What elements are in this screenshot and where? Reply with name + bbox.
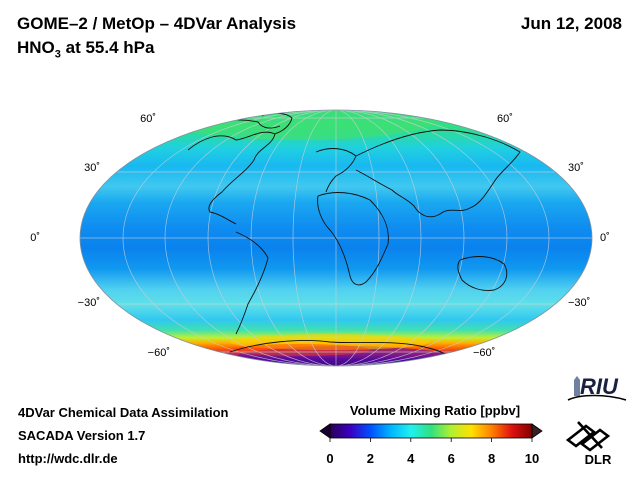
europe-coast <box>315 148 357 193</box>
lat-label-60s-left: −60˚ <box>148 347 170 359</box>
map-field <box>80 110 592 366</box>
riu-swoosh-icon <box>567 394 627 401</box>
map-subtitle: HNO3 at 55.4 hPa <box>17 38 154 60</box>
colorbar-tick-label: 4 <box>407 451 415 466</box>
lat-label-30s-right: −30˚ <box>568 297 590 309</box>
colorbar-tick-label: 2 <box>366 451 375 466</box>
colorbar-title: Volume Mixing Ratio [ppbv] <box>349 403 521 418</box>
pressure-level: at 55.4 hPa <box>60 38 155 57</box>
species-subscript: 3 <box>54 48 61 61</box>
species-name: HNO <box>17 38 55 57</box>
meridian-30 <box>292 110 380 366</box>
colorbar-max-arrow <box>531 423 543 439</box>
lat-label-30n-left: 30˚ <box>84 162 100 174</box>
lat-label-60n-left: 60˚ <box>140 113 156 125</box>
lat-label-0-right: 0˚ <box>600 232 610 244</box>
footer-line-1: 4DVar Chemical Data Assimilation <box>18 405 229 420</box>
colorbar-tick-label: 10 <box>524 451 540 466</box>
meridian-60 <box>250 110 422 366</box>
meridian-90 <box>207 110 465 366</box>
colorbar-min-arrow <box>319 423 331 439</box>
meridian-150 <box>122 110 550 366</box>
lat-label-60s-right: −60˚ <box>473 347 495 359</box>
australia-coast <box>457 256 508 291</box>
south-polar-low <box>225 346 465 366</box>
dlr-emblem-icon <box>565 421 611 452</box>
coastlines <box>187 112 521 363</box>
lat-label-0-left: 0˚ <box>30 232 40 244</box>
north-america-coast <box>187 131 276 225</box>
lat-label-30n-right: 30˚ <box>568 162 584 174</box>
footer-url[interactable]: http://wdc.dlr.de <box>18 451 118 466</box>
antarctica-coast <box>229 340 457 363</box>
riu-logo: RIU <box>567 374 627 401</box>
lat-label-30s-left: −30˚ <box>78 297 100 309</box>
south-collar-peak <box>230 344 370 356</box>
meridian-120 <box>164 110 508 366</box>
south-america-coast <box>235 231 269 335</box>
colorbar-tick-label: 8 <box>487 451 496 466</box>
africa-coast <box>317 192 389 286</box>
colorbar-tick-label: 0 <box>326 451 334 466</box>
analysis-date: Jun 12, 2008 <box>520 14 622 33</box>
map-outline <box>79 109 593 367</box>
dlr-logo-text: DLR <box>585 452 612 466</box>
colorbar <box>319 423 543 442</box>
dlr-logo: DLR <box>565 421 612 466</box>
footer-line-2: SACADA Version 1.7 <box>18 428 146 443</box>
asia-coast <box>355 129 521 218</box>
colorbar-tick-label: 6 <box>447 451 455 466</box>
map-title: GOME–2 / MetOp – 4DVar Analysis <box>17 14 297 33</box>
lat-label-60n-right: 60˚ <box>497 113 513 125</box>
riu-tower-icon <box>574 376 580 396</box>
colorbar-body <box>329 423 533 439</box>
riu-logo-text: RIU <box>580 374 619 399</box>
